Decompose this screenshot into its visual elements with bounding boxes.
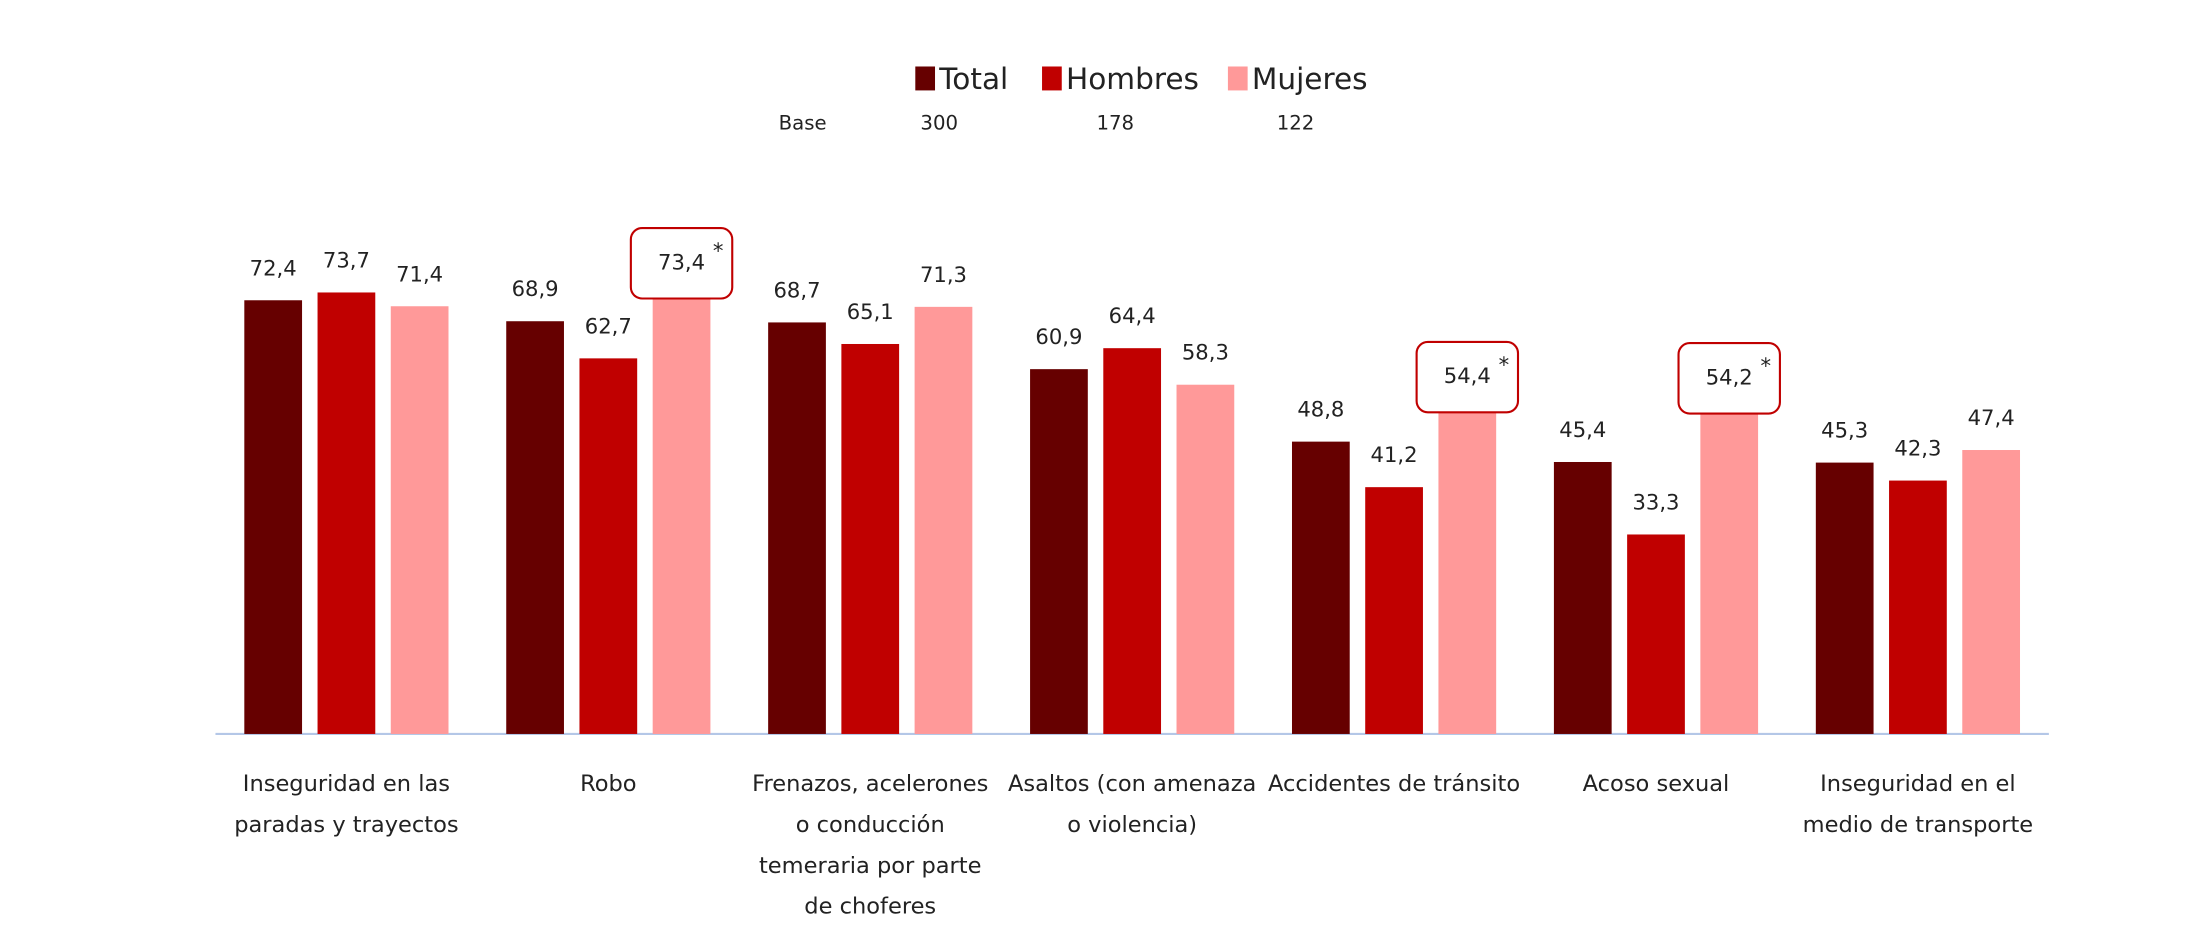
value-label: 42,3: [1894, 436, 1941, 461]
value-label: 71,3: [920, 262, 967, 287]
legend-swatch: [1227, 66, 1248, 91]
bar: [841, 343, 900, 734]
bar: [1627, 534, 1685, 734]
value-label: 45,4: [1559, 417, 1606, 442]
x-tick-label: o conducción: [796, 812, 945, 838]
value-label: 45,3: [1821, 418, 1868, 443]
bar: [1176, 384, 1235, 734]
value-label: 58,3: [1182, 340, 1229, 365]
value-label: 60,9: [1035, 324, 1082, 349]
x-tick-label: Asaltos (con amenaza: [1008, 771, 1256, 797]
x-tick-label: Robo: [580, 771, 636, 797]
base-value: 178: [1096, 112, 1134, 135]
x-tick-label: o violencia): [1067, 812, 1197, 838]
value-label: 73,4: [658, 249, 705, 274]
bar: [1815, 462, 1874, 734]
value-label: 71,4: [396, 261, 443, 286]
value-label: 72,4: [250, 255, 297, 280]
base-value: 300: [920, 112, 958, 135]
annotation: *: [1761, 353, 1772, 378]
annotation: *: [1499, 352, 1510, 377]
legend-label: Total: [938, 62, 1008, 96]
legend-swatch: [915, 66, 936, 91]
highlight-box: [1677, 342, 1781, 415]
bar: [1030, 369, 1088, 734]
bar: [390, 306, 449, 734]
value-label: 47,4: [1968, 405, 2015, 430]
bar: [768, 322, 826, 734]
value-label: 54,2: [1706, 364, 1753, 389]
bar: [1700, 409, 1759, 734]
value-label: 65,1: [847, 299, 894, 324]
value-label: 68,7: [774, 277, 821, 302]
bar: [579, 358, 638, 734]
value-label: 68,9: [512, 276, 559, 301]
bar: [317, 292, 376, 734]
bar: [506, 321, 564, 734]
bar: [1438, 408, 1497, 734]
base-value: 122: [1277, 112, 1315, 135]
annotation: *: [713, 238, 724, 263]
bar: [914, 306, 973, 734]
legend-label: Mujeres: [1252, 62, 1368, 96]
legend-swatch: [1042, 66, 1062, 91]
value-label: 48,8: [1297, 397, 1344, 422]
legend-label: Hombres: [1066, 62, 1199, 96]
x-tick-label: de choferes: [804, 894, 936, 920]
x-tick-label: medio de transporte: [1803, 812, 2033, 838]
value-label: 62,7: [585, 313, 632, 338]
highlight-box: [1415, 340, 1520, 414]
bar: [1291, 441, 1350, 734]
bar: [1103, 348, 1162, 734]
bar: [1365, 487, 1423, 734]
highlight-box: [629, 227, 734, 300]
x-tick-label: Frenazos, acelerones: [752, 771, 988, 797]
x-tick-label: Accidentes de tránsito: [1268, 771, 1520, 797]
x-tick-label: Inseguridad en las: [243, 771, 450, 797]
value-label: 54,4: [1444, 363, 1491, 388]
bar: [1889, 480, 1947, 734]
x-tick-label: Inseguridad en el: [1820, 771, 2016, 797]
value-label: 73,7: [323, 247, 370, 272]
x-tick-label: paradas y trayectos: [234, 812, 458, 838]
value-label: 33,3: [1632, 490, 1679, 515]
bar: [652, 294, 711, 734]
value-label: 64,4: [1109, 303, 1156, 328]
x-tick-label: temeraria por parte: [759, 853, 982, 879]
base-label: Base: [779, 112, 827, 135]
bar: [244, 300, 303, 734]
bar: [1553, 461, 1612, 734]
x-tick-label: Acoso sexual: [1583, 771, 1730, 797]
bar: [1962, 450, 2021, 734]
value-label: 41,2: [1371, 442, 1418, 467]
